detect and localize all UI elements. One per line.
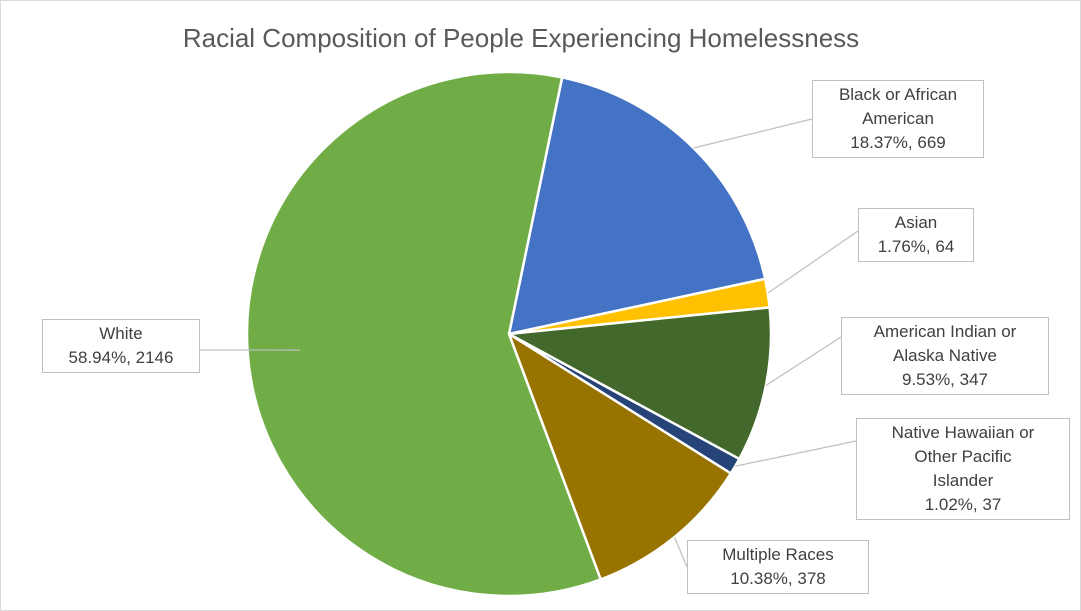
data-label-asian: Asian 1.76%, 64 (858, 208, 974, 262)
pie-slice-white (245, 70, 602, 598)
leader-line-multiple-races (673, 536, 688, 568)
pie-slice-black-or-african-american (507, 76, 767, 336)
chart-title: Racial Composition of People Experiencin… (182, 23, 860, 53)
data-label-white: White 58.94%, 2146 (42, 319, 200, 373)
leader-line-american-indian-or-alaska-native (765, 336, 842, 387)
data-label-american-indian-or-alaska-native: American Indian or Alaska Native 9.53%, … (841, 317, 1049, 395)
leader-line-black-or-african-american (693, 118, 813, 149)
leader-line-asian (767, 230, 859, 294)
pie-slice-multiple-races (507, 332, 733, 581)
data-label-native-hawaiian-or-other-pacific-islander: Native Hawaiian or Other Pacific Islande… (856, 418, 1070, 520)
leader-line-native-hawaiian-or-other-pacific-islander (735, 440, 857, 467)
data-label-multiple-races: Multiple Races 10.38%, 378 (687, 540, 869, 594)
data-label-black-or-african-american: Black or African American 18.37%, 669 (812, 80, 984, 158)
